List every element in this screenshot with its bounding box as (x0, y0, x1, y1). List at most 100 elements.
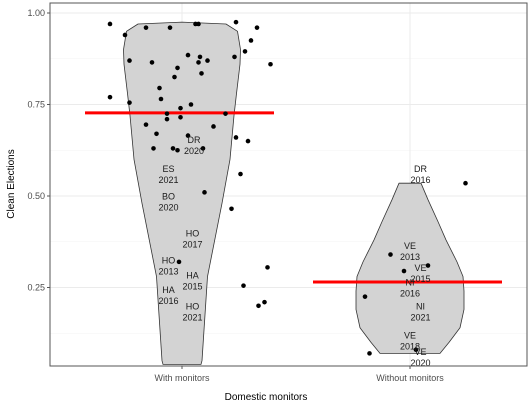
point-label-line: HO (162, 256, 176, 266)
data-point (175, 147, 180, 153)
data-point (127, 100, 132, 105)
data-point (175, 65, 180, 71)
data-point (265, 265, 270, 270)
point-label: HA 2015 (182, 270, 202, 291)
data-point (185, 52, 191, 58)
data-point (167, 25, 173, 30)
point-label: HA 2016 (158, 285, 178, 306)
data-point (242, 49, 248, 54)
point-label-line: 2016 (158, 296, 178, 306)
data-point (178, 115, 183, 120)
point-label-line: 2021 (182, 312, 202, 322)
data-point (188, 102, 194, 107)
data-point (170, 146, 176, 151)
point-label-line: HO (186, 301, 200, 311)
point-label-line: NI (416, 301, 425, 311)
y-tick-label: 0.50 (27, 191, 45, 201)
point-label: HO 2013 (158, 256, 178, 277)
data-point (143, 25, 149, 30)
point-label: BO 2020 (158, 192, 178, 213)
point-label-line: HA (186, 270, 199, 280)
data-point (367, 351, 372, 356)
data-point (200, 146, 206, 151)
x-axis-title: Domestic monitors (225, 392, 308, 403)
data-point (268, 61, 273, 67)
data-point (197, 54, 203, 60)
data-point (202, 190, 207, 195)
mean-lines (85, 111, 502, 284)
point-label-line: 2015 (410, 274, 430, 284)
point-label-line: VE (404, 331, 416, 341)
data-point (241, 283, 246, 288)
data-point (172, 74, 177, 80)
point-label: VE 2020 (410, 347, 430, 368)
data-point (151, 146, 156, 151)
data-point (158, 96, 164, 102)
data-point (122, 32, 128, 38)
point-label-line: DR (188, 135, 201, 145)
violin-without-monitors (355, 182, 465, 354)
data-point (196, 60, 201, 65)
data-point (211, 124, 216, 129)
point-label: NI 2016 (400, 278, 420, 299)
data-point (229, 206, 234, 212)
plot-panel-border (49, 2, 528, 367)
point-label-line: VE (414, 263, 426, 273)
point-label-line: 2021 (158, 175, 178, 185)
data-point (149, 60, 155, 65)
point-label-line: 2013 (158, 267, 178, 277)
data-point (154, 131, 159, 137)
axes: 0.25 0.50 0.75 1.00 With monitors Without mon… (27, 8, 444, 383)
point-label-line: 2021 (410, 312, 430, 322)
point-label-line: VE (404, 241, 416, 251)
point-label: VE 2013 (400, 241, 420, 262)
point-label-line: HA (162, 285, 175, 295)
data-point (463, 180, 468, 186)
point-label: VE 2015 (410, 263, 430, 284)
data-point (185, 133, 191, 138)
point-label: NI 2021 (410, 301, 430, 322)
y-tick-label: 0.25 (27, 283, 45, 293)
data-point (388, 252, 393, 257)
point-label: ES 2021 (158, 164, 178, 185)
data-point (205, 58, 210, 63)
data-point (176, 259, 182, 265)
point-label-line: VE (414, 347, 426, 357)
data-point (143, 122, 149, 127)
point-label-line: 2020 (158, 203, 178, 213)
data-point (164, 116, 170, 122)
y-tick-label: 0.75 (27, 100, 45, 110)
data-point (256, 303, 261, 309)
point-label-line: 2016 (400, 289, 420, 299)
point-label-line: 2020 (184, 146, 204, 156)
data-point (362, 294, 368, 299)
data-point (262, 299, 267, 305)
x-tick-label: Without monitors (376, 373, 444, 383)
point-label-line: NI (406, 278, 415, 288)
data-point (248, 38, 254, 43)
data-points (107, 19, 468, 356)
point-label: HO 2017 (182, 228, 202, 249)
data-point (425, 263, 431, 268)
point-label: HO 2021 (182, 301, 202, 322)
point-label-line: DR (414, 164, 427, 174)
point-label-line: HO (186, 228, 200, 238)
data-point (401, 268, 407, 274)
y-axis-title: Clean Elections (6, 149, 17, 218)
data-point (238, 171, 243, 177)
data-point (127, 58, 132, 63)
point-label-line: 2016 (410, 175, 430, 185)
point-label-line: 2017 (182, 239, 202, 249)
data-point (232, 54, 237, 60)
data-point (413, 347, 419, 353)
data-point (233, 135, 239, 140)
point-label: VE 2018 (400, 331, 420, 352)
data-point (164, 111, 170, 116)
data-point (107, 21, 113, 27)
point-label: DR 2020 (184, 135, 204, 156)
point-label: DR 2016 (410, 164, 430, 185)
violins (123, 21, 465, 365)
data-point (199, 71, 204, 76)
